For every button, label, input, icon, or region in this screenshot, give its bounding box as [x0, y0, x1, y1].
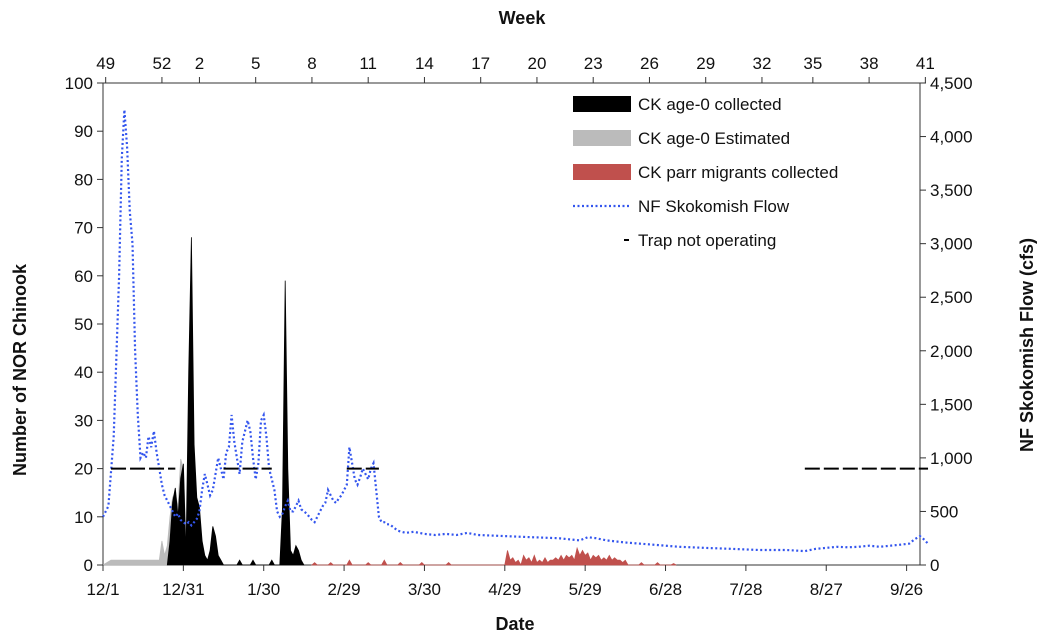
x-tick-label: 3/30 [408, 580, 441, 599]
legend-label-ck-age-0-estimated: CK age-0 Estimated [638, 129, 790, 148]
x2-tick-label: 26 [640, 54, 659, 73]
legend-swatch-ck-age-0-collected [573, 96, 631, 112]
y-tick-label: 50 [74, 315, 93, 334]
x2-tick-label: 2 [195, 54, 204, 73]
x-tick-label: 12/31 [162, 580, 205, 599]
x-tick-label: 4/29 [488, 580, 521, 599]
y2-tick-label: 4,500 [930, 74, 973, 93]
x2-tick-label: 14 [415, 54, 434, 73]
x-tick-label: 1/30 [247, 580, 280, 599]
legend-swatch-ck-parr-migrants-collected [573, 164, 631, 180]
x2-tick-label: 29 [696, 54, 715, 73]
x-tick-label: 8/27 [810, 580, 843, 599]
y2-tick-label: 1,500 [930, 395, 973, 414]
x-axis-title: Date [495, 614, 534, 634]
x2-tick-label: 11 [359, 54, 377, 73]
y-tick-label: 60 [74, 267, 93, 286]
legend-swatch-ck-age-0-estimated [573, 130, 631, 146]
plot-area [102, 82, 921, 566]
y2-tick-label: 3,000 [930, 235, 973, 254]
x2-tick-label: 52 [152, 54, 171, 73]
series-ck-age-0-collected [166, 237, 305, 566]
y-tick-label: 0 [84, 556, 93, 575]
x-tick-label: 7/28 [729, 580, 762, 599]
axis-layer: 0 10 20 30 40 50 60 70 80 90 100 0 500 1,000 1,500 2,00… [65, 54, 973, 599]
y-tick-label: 90 [74, 122, 93, 141]
x2-tick-label: 17 [471, 54, 490, 73]
legend: CK age-0 collected CK age-0 Estimated CK p… [573, 95, 838, 250]
y-tick-label: 70 [74, 219, 93, 238]
x-tick-label: 6/28 [649, 580, 682, 599]
y-tick-label: 40 [74, 363, 93, 382]
x2-tick-label: 8 [307, 54, 316, 73]
y2-tick-label: 0 [930, 556, 939, 575]
x-tick-label: 9/26 [890, 580, 923, 599]
x-tick-label: 2/29 [328, 580, 361, 599]
series-ck-parr-migrants-collected [310, 546, 677, 567]
x2-tick-label: 38 [860, 54, 879, 73]
x2-tick-label: 41 [916, 54, 935, 73]
y2-tick-label: 2,500 [930, 288, 973, 307]
y2-tick-label: 3,500 [930, 181, 973, 200]
legend-label-ck-parr-migrants-collected: CK parr migrants collected [638, 163, 838, 182]
x-tick-label: 5/29 [569, 580, 602, 599]
y-tick-label: 10 [74, 508, 93, 527]
y-tick-label: 80 [74, 170, 93, 189]
legend-label-trap-not-operating: Trap not operating [638, 231, 776, 250]
x2-axis-title: Week [499, 8, 547, 28]
y2-tick-label: 1,000 [930, 449, 973, 468]
x2-tick-label: 32 [752, 54, 771, 73]
y-tick-label: 100 [65, 74, 93, 93]
y-axis-title: Number of NOR Chinook [10, 263, 30, 476]
x2-tick-label: 5 [251, 54, 260, 73]
y2-tick-label: 500 [930, 502, 958, 521]
y2-tick-label: 4,000 [930, 128, 973, 147]
y2-axis-title: NF Skokomish Flow (cfs) [1017, 238, 1037, 452]
legend-label-ck-age-0-collected: CK age-0 collected [638, 95, 782, 114]
x2-tick-label: 23 [584, 54, 603, 73]
legend-label-nf-skokomish-flow: NF Skokomish Flow [638, 197, 790, 216]
x-tick-label: 12/1 [86, 580, 119, 599]
y-tick-label: 30 [74, 411, 93, 430]
x2-tick-label: 35 [803, 54, 822, 73]
y2-tick-label: 2,000 [930, 342, 973, 361]
x2-tick-label: 20 [527, 54, 546, 73]
series-layer [101, 109, 929, 567]
y-tick-label: 20 [74, 460, 93, 479]
x2-tick-label: 49 [96, 54, 115, 73]
